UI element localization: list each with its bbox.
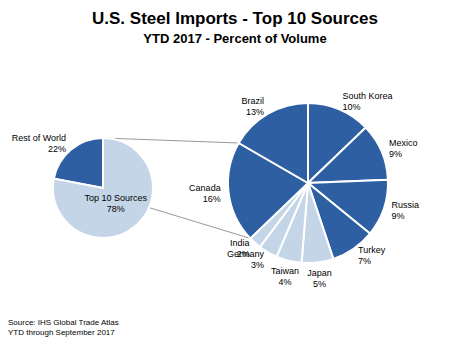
html-text:U.S. Steel Imports - Top 10 So: U.S. Steel Imports - Top 10 Sources xyxy=(92,9,378,28)
svg-text:India2%: India2% xyxy=(230,238,250,259)
svg-text:Brazil13%: Brazil13% xyxy=(241,96,264,117)
html-text:Source: IHS Global Trade Atlas: Source: IHS Global Trade Atlas xyxy=(8,318,119,327)
html-text:YTD through September 2017: YTD through September 2017 xyxy=(8,328,115,337)
svg-text:Mexico9%: Mexico9% xyxy=(389,138,418,159)
svg-text:Rest of World22%: Rest of World22% xyxy=(12,133,66,154)
svg-text:Japan5%: Japan5% xyxy=(307,268,332,289)
svg-text:Russia9%: Russia9% xyxy=(391,200,419,221)
svg-text:Taiwan4%: Taiwan4% xyxy=(271,266,299,287)
html-text:YTD 2017 - Percent of Volume: YTD 2017 - Percent of Volume xyxy=(143,31,327,46)
svg-text:South Korea10%: South Korea10% xyxy=(342,91,392,112)
svg-text:Top 10 Sources78%: Top 10 Sources78% xyxy=(84,193,147,214)
svg-text:Canada16%: Canada16% xyxy=(189,183,221,204)
svg-text:Turkey7%: Turkey7% xyxy=(358,245,386,266)
svg-text:Germany3%: Germany3% xyxy=(227,249,265,270)
